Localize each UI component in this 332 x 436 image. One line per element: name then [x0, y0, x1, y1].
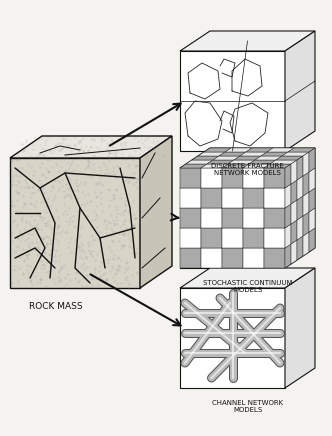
Bar — [180, 208, 201, 228]
Polygon shape — [282, 152, 309, 156]
Polygon shape — [198, 152, 225, 156]
Bar — [243, 228, 264, 248]
Bar — [201, 248, 222, 268]
Polygon shape — [303, 232, 309, 256]
Polygon shape — [186, 160, 213, 164]
Polygon shape — [303, 212, 309, 236]
Bar — [222, 188, 243, 208]
Bar — [180, 248, 201, 268]
Polygon shape — [180, 288, 285, 388]
Polygon shape — [180, 51, 285, 151]
Polygon shape — [213, 156, 240, 160]
Polygon shape — [180, 268, 315, 288]
Bar — [264, 228, 285, 248]
Bar — [243, 208, 264, 228]
Polygon shape — [228, 160, 255, 164]
Polygon shape — [261, 152, 288, 156]
Bar — [201, 188, 222, 208]
Polygon shape — [291, 160, 297, 184]
Bar — [201, 208, 222, 228]
Polygon shape — [288, 148, 315, 152]
Polygon shape — [285, 224, 291, 248]
Polygon shape — [225, 148, 252, 152]
Polygon shape — [285, 31, 315, 151]
Polygon shape — [276, 156, 303, 160]
Polygon shape — [303, 192, 309, 216]
Polygon shape — [192, 156, 219, 160]
Bar — [243, 248, 264, 268]
Bar — [243, 168, 264, 188]
Polygon shape — [180, 168, 285, 268]
Polygon shape — [291, 200, 297, 224]
Bar — [201, 228, 222, 248]
Polygon shape — [303, 152, 309, 176]
Polygon shape — [234, 156, 261, 160]
Bar — [222, 228, 243, 248]
Polygon shape — [180, 148, 315, 168]
Polygon shape — [297, 216, 303, 240]
Polygon shape — [249, 160, 276, 164]
Bar — [243, 188, 264, 208]
Polygon shape — [246, 148, 273, 152]
Polygon shape — [297, 236, 303, 260]
Bar — [201, 168, 222, 188]
Polygon shape — [291, 180, 297, 204]
Polygon shape — [303, 172, 309, 196]
Polygon shape — [240, 152, 267, 156]
Polygon shape — [222, 164, 249, 168]
Polygon shape — [264, 164, 291, 168]
Polygon shape — [291, 220, 297, 244]
Polygon shape — [285, 268, 315, 388]
Bar — [180, 228, 201, 248]
Polygon shape — [10, 158, 140, 288]
Text: ROCK MASS: ROCK MASS — [29, 302, 82, 311]
Polygon shape — [309, 168, 315, 192]
Text: DISCRETE FRACTURE
NETWORK MODELS: DISCRETE FRACTURE NETWORK MODELS — [211, 163, 284, 176]
Polygon shape — [285, 204, 291, 228]
Polygon shape — [309, 188, 315, 212]
Polygon shape — [309, 148, 315, 172]
Polygon shape — [180, 31, 315, 51]
Bar — [264, 208, 285, 228]
Polygon shape — [309, 228, 315, 252]
Polygon shape — [285, 184, 291, 208]
Polygon shape — [297, 156, 303, 180]
Text: CHANNEL NETWORK
MODELS: CHANNEL NETWORK MODELS — [212, 400, 283, 413]
Polygon shape — [207, 160, 234, 164]
Polygon shape — [297, 176, 303, 200]
Bar — [222, 248, 243, 268]
Polygon shape — [10, 136, 172, 158]
Polygon shape — [285, 164, 291, 188]
Polygon shape — [291, 240, 297, 264]
Polygon shape — [201, 164, 228, 168]
Bar — [264, 168, 285, 188]
Polygon shape — [285, 244, 291, 268]
Polygon shape — [297, 196, 303, 220]
Bar — [264, 248, 285, 268]
Bar — [180, 188, 201, 208]
Text: STOCHASTIC CONTINUUM
MODELS: STOCHASTIC CONTINUUM MODELS — [203, 280, 292, 293]
Polygon shape — [180, 164, 207, 168]
Bar — [222, 168, 243, 188]
Bar — [222, 208, 243, 228]
Polygon shape — [243, 164, 270, 168]
Polygon shape — [309, 208, 315, 232]
Polygon shape — [140, 136, 172, 288]
Polygon shape — [270, 160, 297, 164]
Polygon shape — [267, 148, 294, 152]
Bar — [180, 168, 201, 188]
Polygon shape — [285, 148, 315, 268]
Polygon shape — [255, 156, 282, 160]
Polygon shape — [204, 148, 231, 152]
Bar — [264, 188, 285, 208]
Polygon shape — [219, 152, 246, 156]
